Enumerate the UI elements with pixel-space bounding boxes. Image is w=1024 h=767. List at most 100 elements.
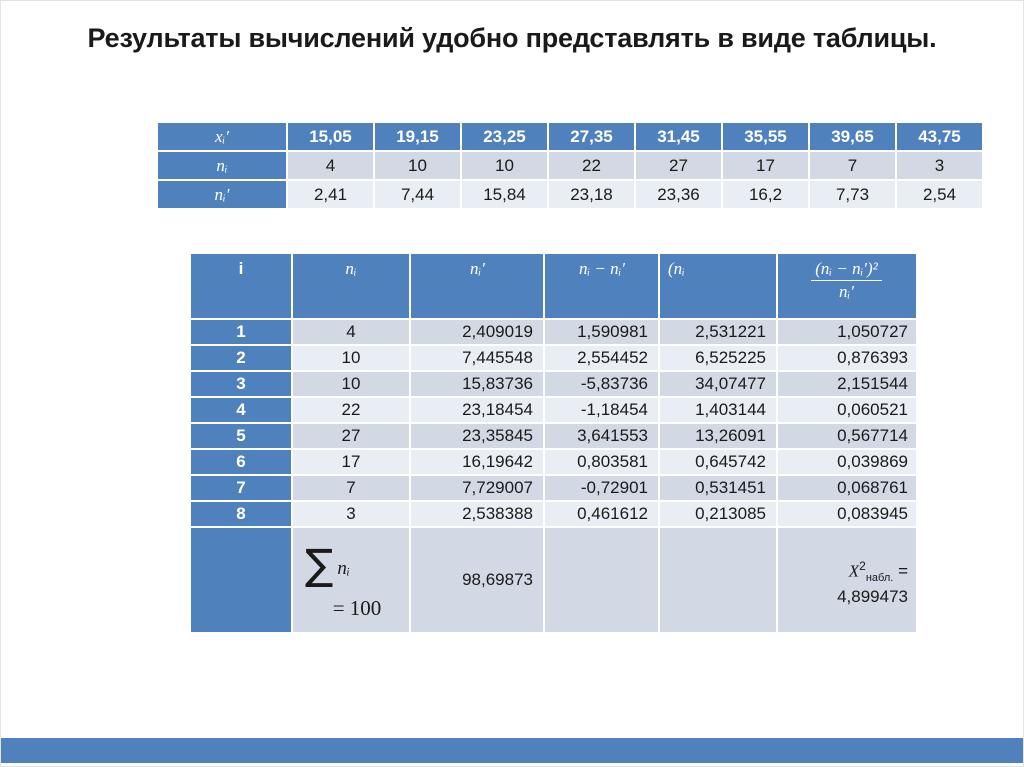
table-cell: 0,213085 <box>660 502 776 526</box>
table-cell: 0,461612 <box>545 502 658 526</box>
chi-observed-cell: X2набл. = 4,899473 <box>778 528 916 632</box>
table-cell: 0,876393 <box>778 346 916 370</box>
table-cell: 7,44 <box>375 181 460 208</box>
table-row: 6 17 16,19642 0,803581 0,645742 0,039869 <box>191 450 916 474</box>
fraction-numerator: (nᵢ − nᵢ′)² <box>811 259 882 281</box>
sum-row-label-cell <box>191 528 291 632</box>
table-row: 7 7 7,729007 -0,72901 0,531451 0,068761 <box>191 476 916 500</box>
table-cell: 10 <box>293 346 409 370</box>
table-cell: -5,83736 <box>545 372 658 396</box>
table-cell: 27 <box>636 152 721 179</box>
table-cell: 39,65 <box>810 123 895 150</box>
row-index: 5 <box>191 424 291 448</box>
empty-cell <box>660 528 776 632</box>
table-cell: 3,641553 <box>545 424 658 448</box>
table-cell: 10 <box>462 152 547 179</box>
row-label-xi: xᵢ′ <box>158 123 286 150</box>
sigma-operand: nᵢ <box>337 557 350 579</box>
table-cell: 1,590981 <box>545 320 658 344</box>
sigma-symbol: ∑ <box>305 539 334 589</box>
table-cell: 2,531221 <box>660 320 776 344</box>
table-cell: 17 <box>293 450 409 474</box>
table-cell: 7 <box>810 152 895 179</box>
chi-exponent: 2 <box>859 558 866 573</box>
col-header-ni: nᵢ <box>293 254 409 318</box>
table-cell: 3 <box>897 152 982 179</box>
footer-accent-bar <box>1 738 1023 763</box>
table-cell: 1,403144 <box>660 398 776 422</box>
row-label-ni: nᵢ <box>158 152 286 179</box>
chi-observed-value: 4,899473 <box>837 587 908 607</box>
sum-value: = 100 <box>332 595 382 620</box>
table-cell: 31,45 <box>636 123 721 150</box>
table-cell: 1,050727 <box>778 320 916 344</box>
table-cell: 6,525225 <box>660 346 776 370</box>
table-cell: 7 <box>293 476 409 500</box>
table-cell: 0,531451 <box>660 476 776 500</box>
col-header-fraction: (nᵢ − nᵢ′)² nᵢ′ <box>778 254 916 318</box>
col-header-ni-prime: nᵢ′ <box>411 254 543 318</box>
sum-ni-cell: ∑ nᵢ = 100 <box>293 528 409 632</box>
row-index: 6 <box>191 450 291 474</box>
table-cell: 0,803581 <box>545 450 658 474</box>
table-cell: 2,409019 <box>411 320 543 344</box>
table-cell: 23,35845 <box>411 424 543 448</box>
table-cell: 2,538388 <box>411 502 543 526</box>
empty-cell <box>545 528 658 632</box>
table-cell: 34,07477 <box>660 372 776 396</box>
table-cell: 2,54 <box>897 181 982 208</box>
table-cell: 4 <box>293 320 409 344</box>
table-cell: 7,445548 <box>411 346 543 370</box>
table-cell: 2,151544 <box>778 372 916 396</box>
table-cell: 0,060521 <box>778 398 916 422</box>
chi-x: X <box>848 561 860 581</box>
row-index: 4 <box>191 398 291 422</box>
table-cell: 4 <box>288 152 373 179</box>
table-row: xᵢ′ 15,05 19,15 23,25 27,35 31,45 35,55 … <box>158 123 982 150</box>
ni-prime-total-cell: 98,69873 <box>411 528 543 632</box>
table-row: 1 4 2,409019 1,590981 2,531221 1,050727 <box>191 320 916 344</box>
table-cell: 27,35 <box>549 123 634 150</box>
row-index: 8 <box>191 502 291 526</box>
table-cell: 15,05 <box>288 123 373 150</box>
table-cell: 10 <box>293 372 409 396</box>
chi-equals: = <box>893 561 908 581</box>
table-cell: 13,26091 <box>660 424 776 448</box>
col-header-diff: nᵢ − nᵢ′ <box>545 254 658 318</box>
table-cell: -0,72901 <box>545 476 658 500</box>
row-index: 1 <box>191 320 291 344</box>
slide-title: Результаты вычислений удобно представлят… <box>87 23 937 53</box>
col-header-diff-sq: (nᵢ <box>660 254 776 318</box>
table-cell: 27 <box>293 424 409 448</box>
chi-square-table: i nᵢ nᵢ′ nᵢ − nᵢ′ (nᵢ (nᵢ − nᵢ′)² nᵢ′ 1 … <box>189 252 918 634</box>
row-label-ni-prime: nᵢ′ <box>158 181 286 208</box>
row-index: 3 <box>191 372 291 396</box>
table-row: 5 27 23,35845 3,641553 13,26091 0,567714 <box>191 424 916 448</box>
table-cell: 7,729007 <box>411 476 543 500</box>
row-index: 7 <box>191 476 291 500</box>
fraction-denominator: nᵢ′ <box>839 281 854 301</box>
table-sum-row: ∑ nᵢ = 100 98,69873 X2набл. = 4,899473 <box>191 528 916 632</box>
table-cell: 23,18454 <box>411 398 543 422</box>
table-cell: 19,15 <box>375 123 460 150</box>
table-cell: 23,36 <box>636 181 721 208</box>
frequency-table: xᵢ′ 15,05 19,15 23,25 27,35 31,45 35,55 … <box>156 121 984 210</box>
table-cell: 22 <box>549 152 634 179</box>
table-cell: 7,73 <box>810 181 895 208</box>
table-cell: 43,75 <box>897 123 982 150</box>
table-cell: 15,83736 <box>411 372 543 396</box>
chi-subscript: набл. <box>865 572 894 585</box>
table-row: 3 10 15,83736 -5,83736 34,07477 2,151544 <box>191 372 916 396</box>
table-row: 4 22 23,18454 -1,18454 1,403144 0,060521 <box>191 398 916 422</box>
table-cell: 16,19642 <box>411 450 543 474</box>
table-row: 8 3 2,538388 0,461612 0,213085 0,083945 <box>191 502 916 526</box>
table-cell: 16,2 <box>723 181 808 208</box>
table-row: nᵢ 4 10 10 22 27 17 7 3 <box>158 152 982 179</box>
table-cell: 17 <box>723 152 808 179</box>
table-cell: 10 <box>375 152 460 179</box>
table-cell: -1,18454 <box>545 398 658 422</box>
table-cell: 23,25 <box>462 123 547 150</box>
row-index: 2 <box>191 346 291 370</box>
chi-observed-label: X2набл. = <box>788 559 908 584</box>
